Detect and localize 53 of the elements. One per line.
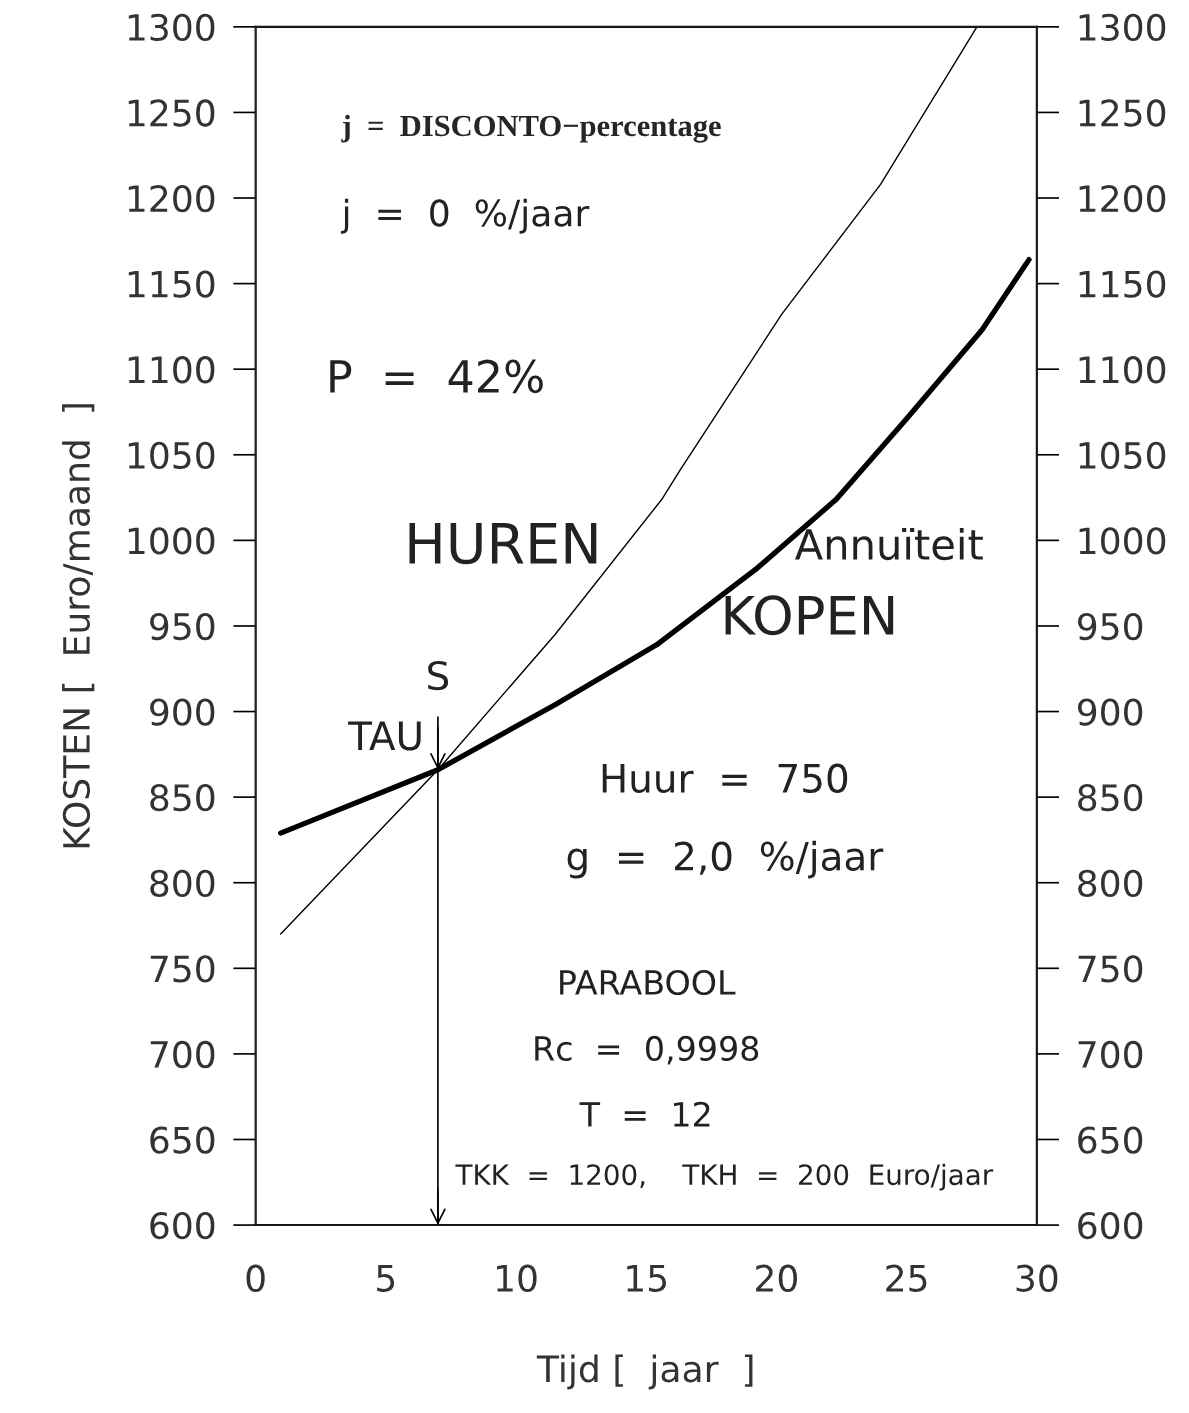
annotation: j = 0 %/jaar [340,198,590,234]
y2-tick-label: 950 [1077,612,1143,641]
annotation: TAU [348,721,421,751]
x-tick-label: 15 [627,1265,667,1292]
y-tick-label: 1200 [128,184,215,213]
annotation: P = 42% [330,359,543,394]
y2-tick-label: 750 [1078,955,1143,983]
x-tick-label: 10 [497,1264,537,1292]
annotation: j = DISCONTO−percentage [341,114,721,143]
y2-tick-label: 800 [1078,869,1143,897]
x-tick-label: 20 [756,1264,797,1292]
y-tick-label: 850 [150,784,215,812]
y2-tick-label: 850 [1078,784,1143,812]
annotation: Annuïteit [794,527,983,561]
annotation: KOPEN [725,595,894,636]
y-axis-title: KOSTEN [ Euro/maand ] [62,404,95,848]
x-tick-label: 30 [1016,1264,1058,1292]
y-tick-label: 900 [150,698,215,726]
y-tick-label: 800 [150,869,215,897]
y-tick-label: 650 [150,1126,215,1154]
y-tick-label: 600 [150,1211,215,1240]
annotation: TKK = 1200, TKH = 200 Euro/jaar [455,1163,994,1191]
y2-tick-label: 1300 [1079,13,1166,42]
y2-tick-label: 1050 [1079,441,1166,470]
x-tick-label: 5 [377,1265,395,1292]
y-tick-label: 1100 [128,356,215,384]
y2-tick-label: 1100 [1079,356,1166,384]
x-axis-title: Tijd [ jaar ] [536,1354,753,1390]
annotation: Rc = 0,9998 [535,1035,759,1065]
y-tick-label: 750 [150,955,215,983]
x-tick-label: 25 [886,1264,927,1292]
x-tick-label: 0 [246,1264,265,1292]
y2-tick-label: 1150 [1079,270,1166,298]
annotation: HUREN [409,522,597,565]
y-tick-label: 1000 [128,527,215,555]
y2-tick-label: 600 [1078,1211,1143,1240]
y-tick-label: 1300 [128,13,215,42]
annotation: T = 12 [579,1101,710,1127]
y2-tick-label: 900 [1077,698,1143,726]
y2-tick-label: 650 [1078,1126,1143,1154]
y-tick-label: 1150 [128,270,215,298]
annotation: Huur = 750 [602,763,848,794]
annotation: PARABOOL [560,969,736,996]
y-tick-label: 950 [150,612,215,641]
annotation: g = 2,0 %/jaar [567,840,884,879]
y2-tick-label: 1000 [1079,527,1166,555]
ref-line-label: S [428,660,449,691]
y2-tick-label: 1200 [1079,184,1166,213]
y2-tick-label: 700 [1078,1040,1143,1069]
y-tick-label: 1050 [128,441,215,470]
y-tick-label: 700 [150,1040,215,1069]
y2-tick-label: 1250 [1079,99,1166,127]
y-tick-label: 1250 [128,99,215,127]
